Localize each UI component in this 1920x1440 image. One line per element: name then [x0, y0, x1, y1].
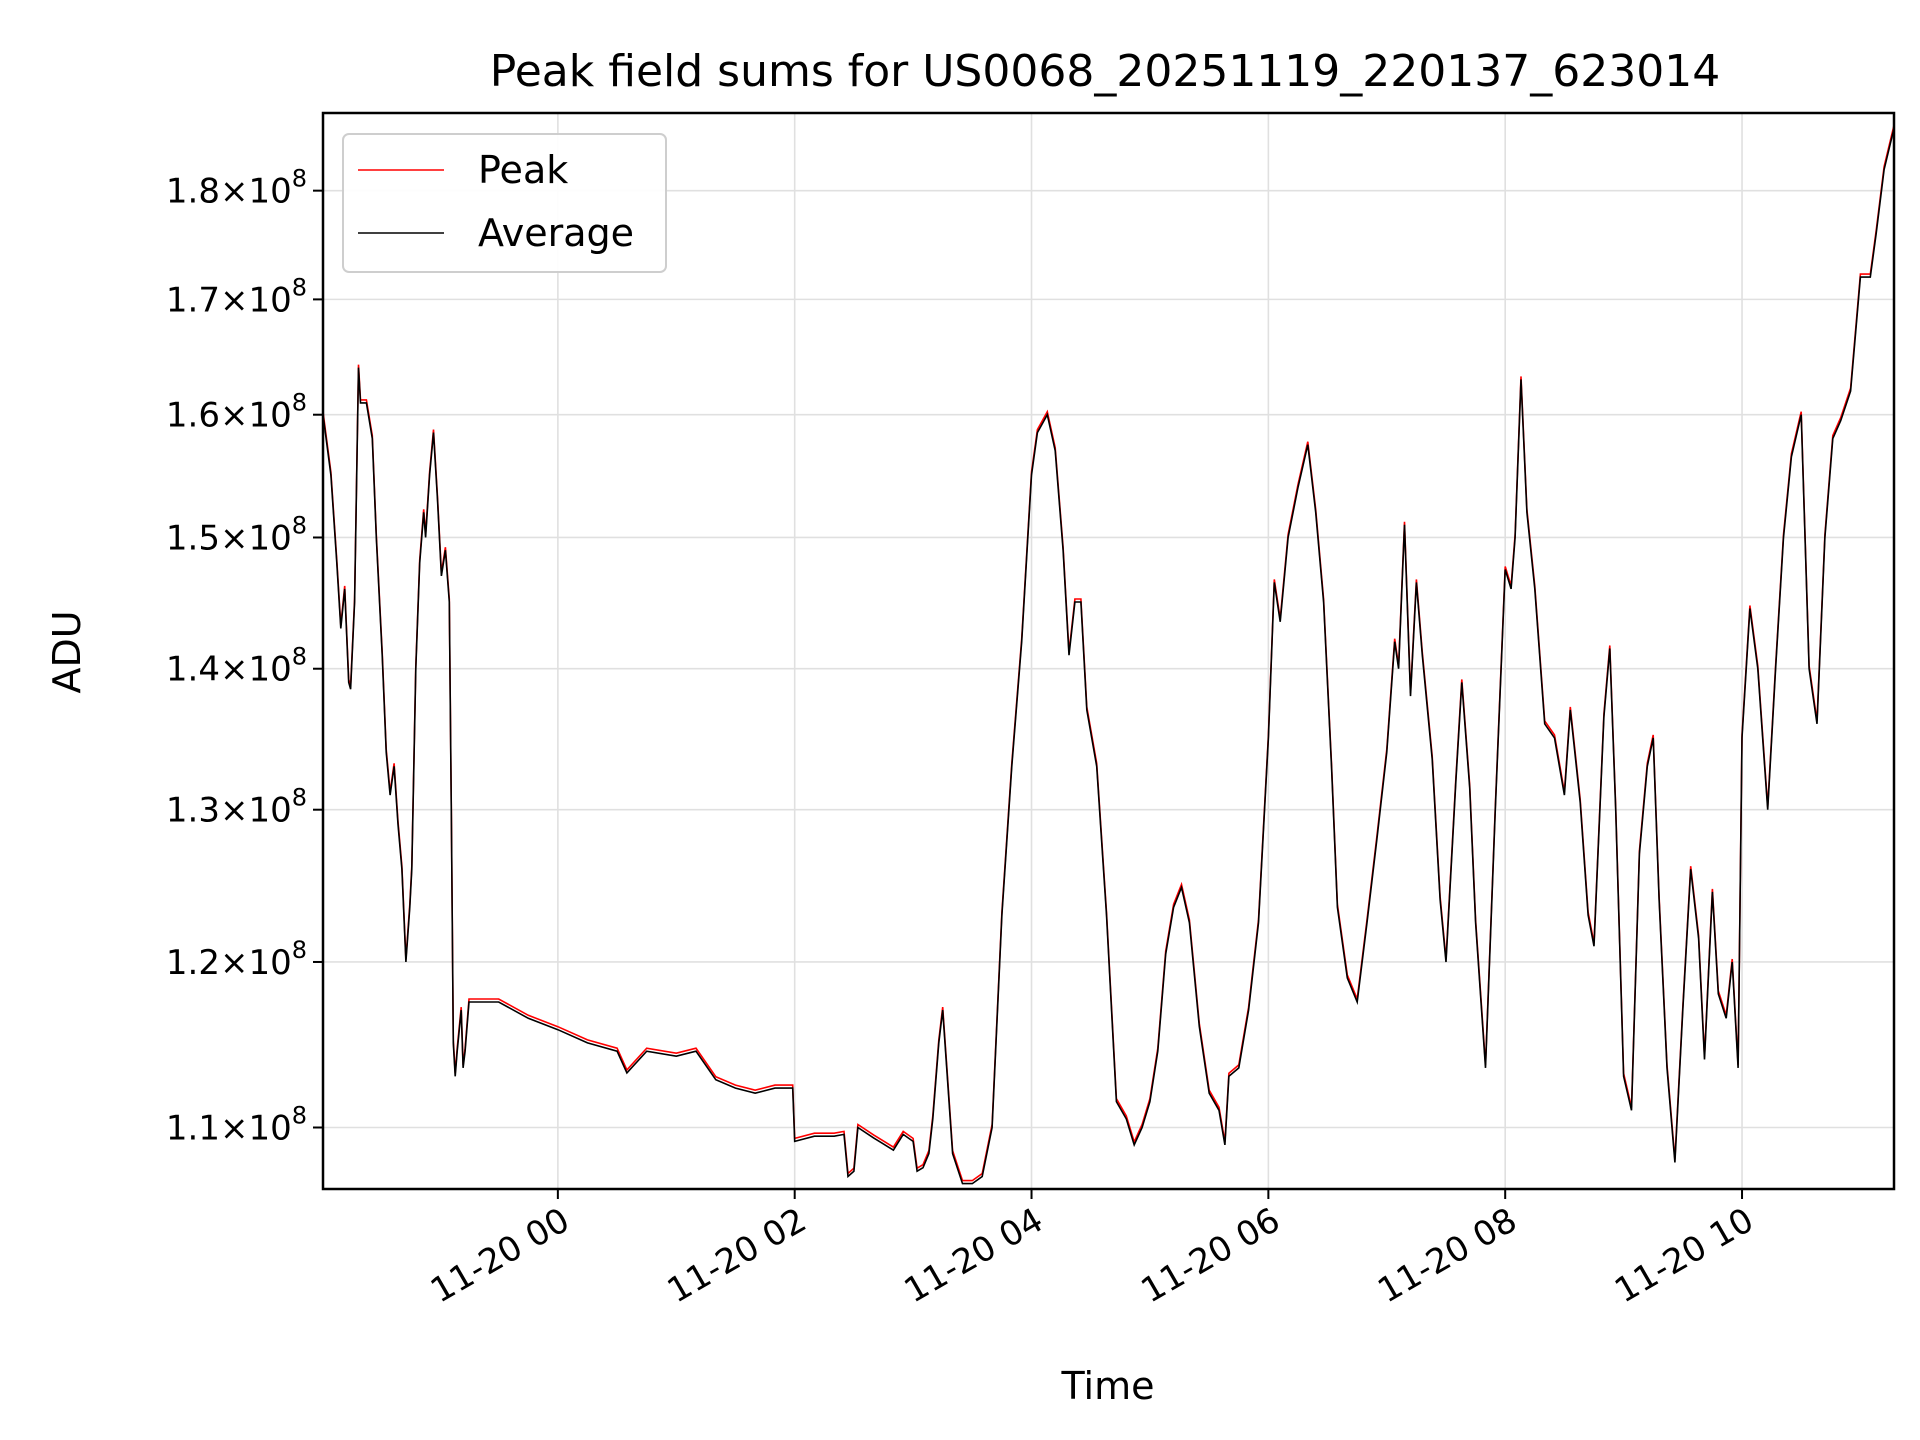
legend-box	[342, 133, 667, 273]
y-tick-exponent: 8	[292, 165, 307, 193]
x-axis-ticks: 11-20 00 11-20 02 11-20 04 11-20 06 11-20 08…	[424, 1189, 1761, 1311]
y-axis-ticks: 1.1×108 1.2×108 1.3×108 1.4×108 1.5×108 1.6×1…	[166, 165, 323, 1148]
x-tick-label: 11-20 10	[1608, 1200, 1760, 1311]
y-tick-mantissa: 1.2	[166, 943, 220, 983]
y-tick-mantissa: 1.6	[166, 396, 220, 436]
y-tick-label: 1.6×108	[166, 389, 307, 436]
y-tick-exponent: 8	[292, 1101, 307, 1129]
chart-title: Peak field sums for US0068_20251119_2201…	[490, 46, 1720, 97]
y-axis-label: ADU	[45, 610, 89, 693]
x-tick-label: 11-20 02	[661, 1200, 813, 1311]
y-tick-exponent: 8	[292, 643, 307, 671]
y-tick-exponent: 8	[292, 389, 307, 417]
series-line-average	[323, 128, 1894, 1185]
y-tick-exponent: 8	[292, 273, 307, 301]
y-tick-mantissa: 1.4	[166, 650, 220, 690]
x-tick-label: 11-20 00	[424, 1200, 576, 1311]
legend-label-peak: Peak	[478, 148, 568, 192]
y-tick-mantissa: 1.5	[166, 518, 220, 558]
y-tick-label: 1.5×108	[166, 511, 307, 558]
legend: Peak Average	[342, 133, 667, 273]
series-group	[323, 125, 1894, 1185]
y-tick-exponent: 8	[292, 936, 307, 964]
grid-lines	[323, 113, 1894, 1189]
y-tick-label: 1.8×108	[166, 165, 307, 212]
plot-frame	[321, 111, 1896, 1191]
y-tick-label: 1.1×108	[166, 1101, 307, 1148]
plot-area	[323, 125, 1894, 1185]
y-tick-mantissa: 1.7	[166, 280, 220, 320]
y-tick-label: 1.4×108	[166, 643, 307, 690]
y-tick-label: 1.3×108	[166, 784, 307, 831]
y-tick-mantissa: 1.1	[166, 1108, 220, 1148]
x-tick-label: 11-20 04	[898, 1200, 1050, 1311]
legend-label-average: Average	[478, 211, 634, 255]
y-tick-exponent: 8	[292, 511, 307, 539]
x-axis-label: Time	[1061, 1364, 1155, 1408]
y-tick-mantissa: 1.3	[166, 791, 220, 831]
x-tick-label: 11-20 08	[1371, 1200, 1523, 1311]
y-tick-mantissa: 1.8	[166, 172, 220, 212]
y-tick-label: 1.2×108	[166, 936, 307, 983]
y-tick-exponent: 8	[292, 784, 307, 812]
y-tick-label: 1.7×108	[166, 273, 307, 320]
x-tick-label: 11-20 06	[1134, 1200, 1286, 1311]
